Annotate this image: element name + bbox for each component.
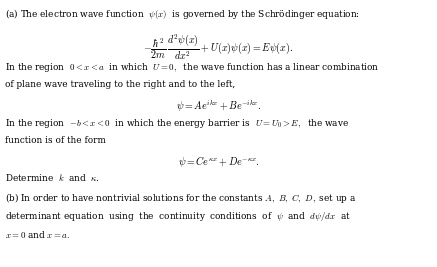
Text: In the region  $-b<x<0$  in which the energy barrier is  $U=U_{0}>E,$  the wave: In the region $-b<x<0$ in which the ener… xyxy=(5,117,350,130)
Text: function is of the form: function is of the form xyxy=(5,136,106,145)
Text: Determine  $k$  and  $\kappa$.: Determine $k$ and $\kappa$. xyxy=(5,172,100,183)
Text: of plane wave traveling to the right and to the left,: of plane wave traveling to the right and… xyxy=(5,80,236,89)
Text: $\psi = Ce^{\kappa x}+De^{-\kappa x}.$: $\psi = Ce^{\kappa x}+De^{-\kappa x}.$ xyxy=(177,154,260,169)
Text: $x=0$ and $x=a.$: $x=0$ and $x=a.$ xyxy=(5,229,70,239)
Text: In the region  $0<x<a$  in which  $U=0,$  the wave function has a linear combina: In the region $0<x<a$ in which $U=0,$ th… xyxy=(5,61,379,74)
Text: (a) The electron wave function  $\psi(x)$  is governed by the Schrödinger equati: (a) The electron wave function $\psi(x)$… xyxy=(5,7,360,21)
Text: $-\dfrac{\hbar^{2}}{2m}\,\dfrac{d^{2}\psi(x)}{dx^{2}}+U(x)\psi(x)=E\psi(x).$: $-\dfrac{\hbar^{2}}{2m}\,\dfrac{d^{2}\ps… xyxy=(143,32,294,62)
Text: (b) In order to have nontrivial solutions for the constants $A,$ $B,$ $C,$ $D,$ : (b) In order to have nontrivial solution… xyxy=(5,191,357,205)
Text: $\psi = Ae^{ikx}+Be^{-ikx}.$: $\psi = Ae^{ikx}+Be^{-ikx}.$ xyxy=(176,98,261,114)
Text: determinant equation  using  the  continuity  conditions  of  $\psi$  and  $d\ps: determinant equation using the continuit… xyxy=(5,210,351,223)
